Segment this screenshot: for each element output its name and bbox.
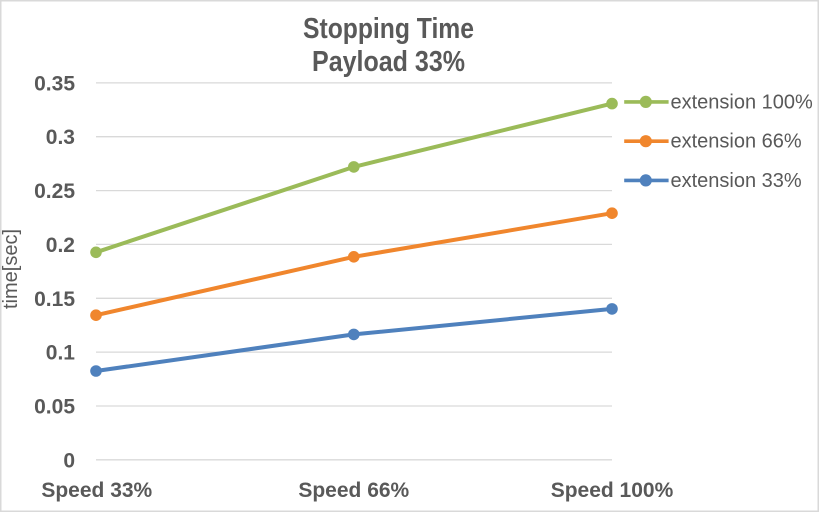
svg-text:extension 100%: extension 100% bbox=[671, 91, 814, 113]
svg-text:0.35: 0.35 bbox=[34, 72, 75, 95]
svg-text:Speed 100%: Speed 100% bbox=[551, 479, 674, 502]
svg-text:0.2: 0.2 bbox=[46, 234, 75, 257]
svg-text:Stopping Time: Stopping Time bbox=[303, 13, 474, 45]
svg-text:0.25: 0.25 bbox=[34, 180, 75, 203]
svg-text:0.05: 0.05 bbox=[34, 396, 75, 419]
svg-text:0.1: 0.1 bbox=[46, 342, 76, 365]
svg-text:extension 33%: extension 33% bbox=[671, 170, 802, 192]
svg-text:Speed 33%: Speed 33% bbox=[41, 479, 152, 502]
svg-text:0: 0 bbox=[63, 449, 75, 472]
svg-text:Speed 66%: Speed 66% bbox=[298, 479, 409, 502]
svg-text:extension 66%: extension 66% bbox=[671, 131, 802, 153]
svg-text:Payload 33%: Payload 33% bbox=[312, 46, 465, 78]
svg-text:0.15: 0.15 bbox=[34, 288, 75, 311]
svg-text:time[sec]: time[sec] bbox=[0, 229, 22, 309]
svg-text:0.3: 0.3 bbox=[46, 126, 75, 149]
